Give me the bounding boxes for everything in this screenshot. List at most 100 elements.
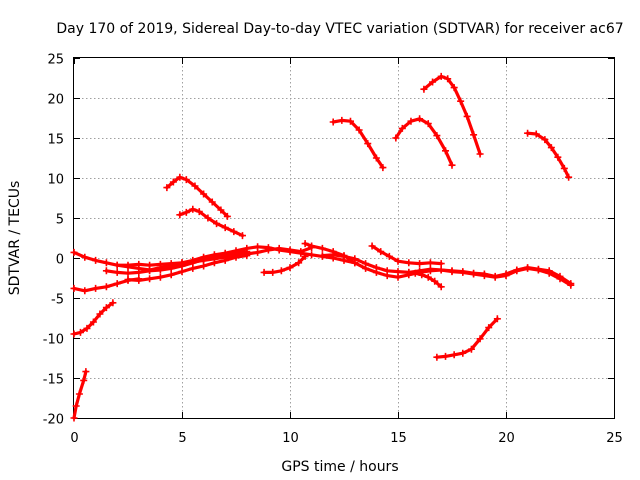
- data-point: [442, 352, 450, 360]
- data-point: [463, 112, 471, 120]
- data-point: [169, 178, 177, 186]
- data-point: [407, 117, 415, 125]
- data-point: [368, 242, 376, 250]
- series-arc-16: [392, 115, 456, 169]
- data-point: [81, 253, 89, 261]
- data-point: [146, 275, 154, 283]
- data-point: [329, 118, 337, 126]
- series-arc-15: [329, 116, 387, 172]
- data-point: [547, 144, 555, 152]
- data-point: [437, 283, 445, 291]
- data-point: [76, 328, 84, 336]
- data-point: [532, 130, 540, 138]
- data-point: [191, 182, 199, 190]
- data-point: [297, 248, 305, 256]
- data-point: [286, 264, 294, 272]
- data-point: [189, 264, 197, 272]
- data-point: [92, 284, 100, 292]
- y-tick-label: 10: [47, 173, 64, 188]
- data-point: [394, 257, 402, 265]
- data-point: [308, 251, 316, 259]
- data-point: [459, 268, 467, 276]
- data-point: [135, 268, 143, 276]
- data-point: [208, 198, 216, 206]
- data-point: [450, 84, 458, 92]
- data-point: [182, 176, 190, 184]
- y-tick-label: 25: [47, 53, 64, 68]
- data-point: [448, 161, 456, 169]
- data-point: [426, 265, 434, 273]
- data-point: [96, 310, 104, 318]
- x-tick-label: 0: [70, 431, 78, 446]
- y-tick-label: 15: [47, 133, 64, 148]
- data-point: [200, 262, 208, 270]
- data-point: [70, 284, 78, 292]
- data-point: [364, 140, 372, 148]
- series-arc-19: [433, 315, 501, 361]
- data-point: [448, 268, 456, 276]
- data-point: [476, 335, 484, 343]
- data-point: [556, 275, 564, 283]
- data-point: [269, 268, 277, 276]
- data-point: [81, 287, 89, 295]
- data-point: [102, 304, 110, 312]
- data-point: [372, 264, 380, 272]
- data-point: [223, 212, 231, 220]
- data-point: [163, 184, 171, 192]
- data-point: [232, 253, 240, 261]
- data-point: [467, 345, 475, 353]
- x-tick-label: 15: [390, 431, 407, 446]
- data-point: [102, 283, 110, 291]
- data-point: [431, 277, 439, 285]
- data-point: [420, 85, 428, 93]
- data-point: [75, 390, 83, 398]
- series-arc-10: [260, 252, 309, 276]
- data-point: [485, 324, 493, 332]
- data-point: [230, 228, 238, 236]
- data-point: [277, 267, 285, 275]
- data-series: [70, 72, 575, 422]
- data-point: [82, 368, 90, 376]
- series-line: [320, 253, 573, 287]
- data-point: [295, 259, 303, 267]
- data-point: [189, 205, 197, 213]
- data-point: [176, 173, 184, 181]
- data-point: [437, 72, 445, 80]
- series-arc-18: [524, 129, 573, 181]
- data-point: [398, 124, 406, 132]
- y-axis-label: SDTVAR / TECUs: [7, 181, 23, 296]
- data-point: [238, 232, 246, 240]
- data-point: [437, 266, 445, 274]
- data-point: [502, 272, 510, 280]
- series-arc-8: [163, 173, 231, 220]
- data-point: [560, 164, 568, 172]
- series-arc-2: [70, 299, 117, 338]
- data-point: [405, 268, 413, 276]
- data-point: [195, 208, 203, 216]
- data-point: [470, 270, 478, 278]
- data-point: [411, 269, 419, 277]
- data-point: [178, 259, 186, 267]
- data-point: [480, 272, 488, 280]
- data-point: [346, 117, 354, 125]
- data-point: [221, 256, 229, 264]
- data-point: [176, 211, 184, 219]
- data-point: [355, 126, 363, 134]
- y-tick-label: -15: [43, 373, 64, 388]
- data-point: [217, 206, 225, 214]
- data-point: [338, 116, 346, 124]
- data-point: [275, 244, 283, 252]
- data-point: [221, 224, 229, 232]
- data-point: [418, 271, 426, 279]
- data-point: [102, 259, 110, 267]
- data-point: [416, 115, 424, 123]
- data-point: [394, 268, 402, 276]
- y-tick-label: -20: [43, 413, 64, 428]
- y-tick-label: 0: [56, 253, 64, 268]
- data-point: [70, 330, 78, 338]
- data-point: [167, 260, 175, 268]
- data-point: [565, 173, 573, 181]
- data-point: [392, 134, 400, 142]
- data-point: [493, 315, 501, 323]
